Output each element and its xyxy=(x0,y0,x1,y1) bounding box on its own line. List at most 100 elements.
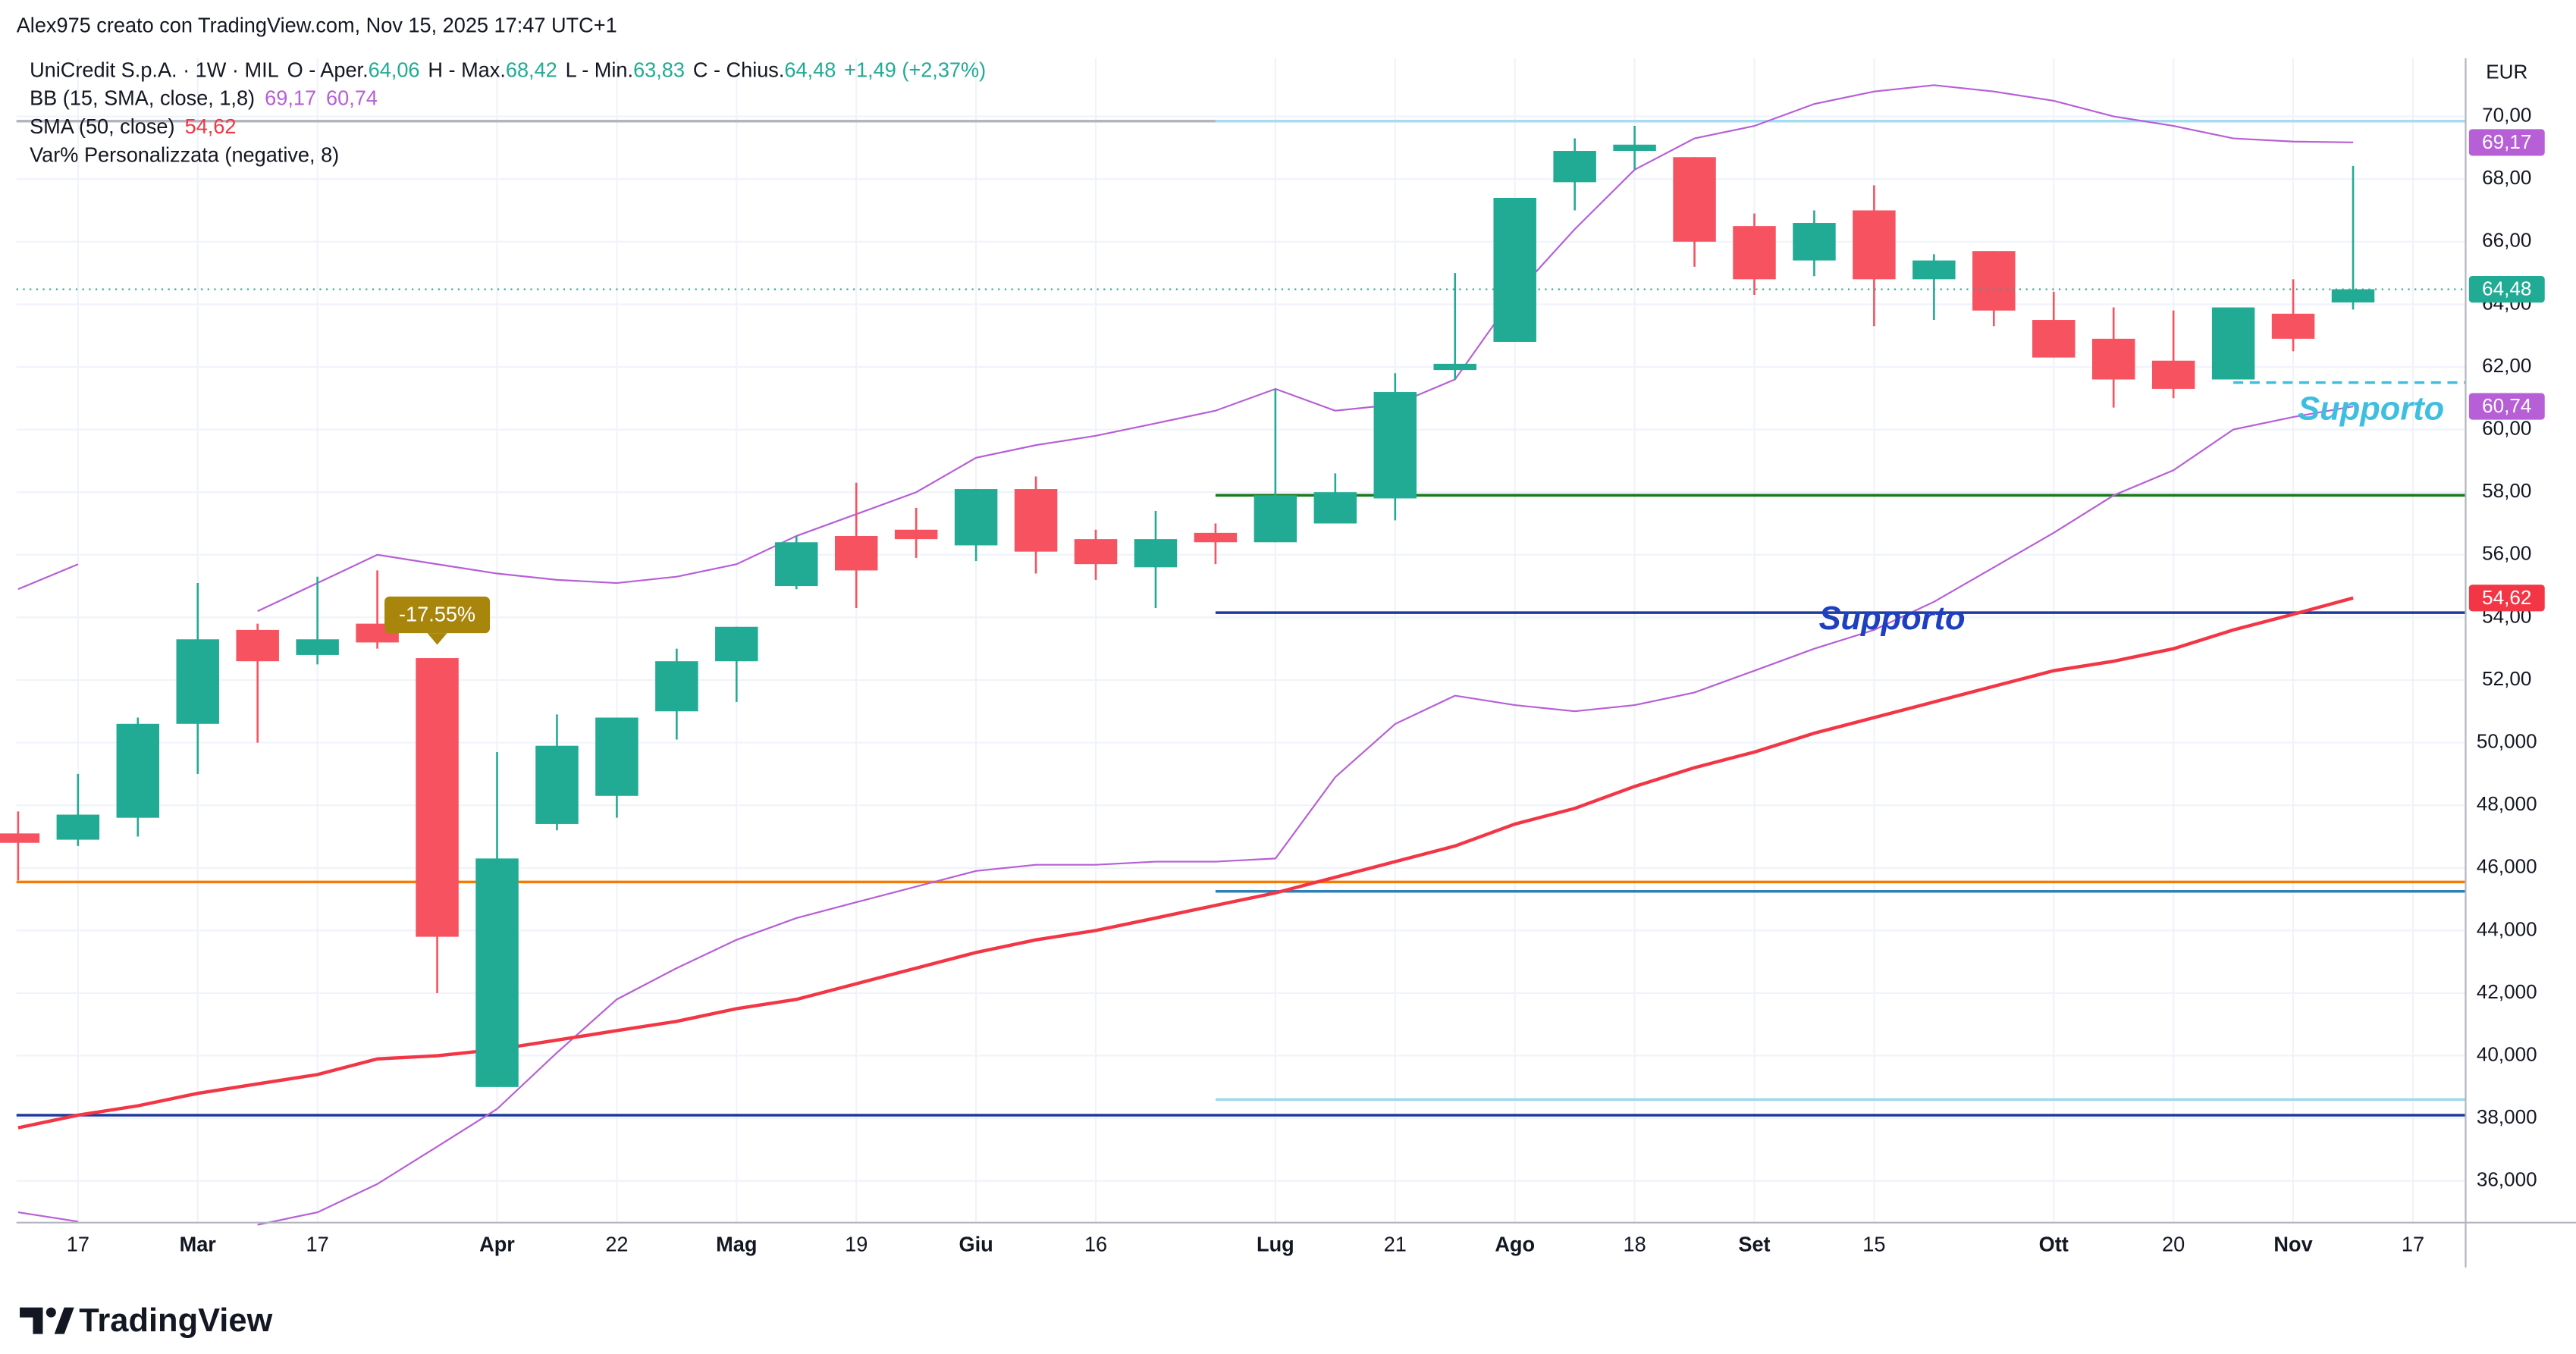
candle-body xyxy=(116,723,160,818)
x-tick-label: 16 xyxy=(1084,1232,1107,1255)
y-tick-label: 70,00 xyxy=(2482,103,2531,126)
y-tick-label: 66,00 xyxy=(2482,229,2531,252)
candle-body xyxy=(775,542,818,587)
candle-body xyxy=(2032,320,2076,358)
price-tag xyxy=(2468,129,2545,156)
candle-body xyxy=(1373,392,1417,499)
candle-body xyxy=(1313,492,1357,524)
logo: TradingView xyxy=(20,1302,273,1339)
annotation: Supporto xyxy=(2298,390,2444,427)
x-tick-label: 17 xyxy=(2402,1232,2424,1255)
y-tick-label: 62,00 xyxy=(2482,354,2531,377)
candle-body xyxy=(1253,495,1297,543)
candle-body xyxy=(0,833,40,843)
legend-row: SMA (50, close) 54,62 xyxy=(30,114,236,138)
candle-body xyxy=(1134,539,1178,568)
price-tag-label: 64,48 xyxy=(2482,277,2531,300)
candle-body xyxy=(1793,223,1836,261)
candle-body xyxy=(1853,210,1896,280)
candle-body xyxy=(595,717,639,796)
x-tick-label: 19 xyxy=(845,1232,868,1255)
x-tick-label: 17 xyxy=(67,1232,89,1255)
legend-item: H - Max. xyxy=(428,58,505,81)
price-tag xyxy=(2468,585,2545,612)
candle-body xyxy=(655,661,698,712)
grid: 36,000 38,000 40,000 42,000 44,000 46,000 48,0… xyxy=(16,58,2537,1256)
candle-body xyxy=(1194,532,1238,543)
legend-item: 60,74 xyxy=(326,86,378,110)
x-tick-label: Nov xyxy=(2273,1232,2313,1255)
change-marker xyxy=(384,596,491,634)
y-tick-label: 36,000 xyxy=(2477,1168,2537,1191)
x-tick-label: 18 xyxy=(1624,1232,1646,1255)
candle-body xyxy=(1553,151,1596,183)
legend-item: UniCredit S.p.A. · 1W · MIL xyxy=(30,58,279,81)
legend-row: BB (15, SMA, close, 1,8) 69,17 60,74 xyxy=(30,86,378,110)
legend-item: SMA (50, close) xyxy=(30,114,174,138)
candle-body xyxy=(176,639,219,724)
y-tick-label: 50,000 xyxy=(2477,729,2537,752)
x-tick-label: Ott xyxy=(2039,1232,2069,1255)
candle-body xyxy=(954,489,998,546)
candle-body xyxy=(2151,360,2195,389)
legend-item: 68,42 xyxy=(506,58,557,81)
indicator-line xyxy=(17,405,2354,1226)
candle-body xyxy=(894,529,938,540)
y-tick-label: 40,000 xyxy=(2477,1042,2537,1065)
candles xyxy=(0,125,2375,1087)
x-tick-label: Apr xyxy=(479,1232,515,1255)
legend-item: BB (15, SMA, close, 1,8) xyxy=(30,86,255,110)
y-tick-label: 58,00 xyxy=(2482,479,2531,502)
change-marker-pointer xyxy=(427,633,447,645)
price-tag-label: 60,74 xyxy=(2482,394,2531,417)
candle-body xyxy=(236,629,279,662)
logo-text: TradingView xyxy=(79,1302,273,1339)
legend: UniCredit S.p.A. · 1W · MIL O - Aper.64,0… xyxy=(30,58,986,166)
y-tick-label: 56,00 xyxy=(2482,542,2531,565)
candle-body xyxy=(834,536,878,571)
x-tick-label: Mar xyxy=(180,1232,217,1255)
logo-dot xyxy=(45,1307,56,1318)
y-tick-label: 46,000 xyxy=(2477,855,2537,878)
legend-row: Var% Personalizzata (negative, 8) xyxy=(30,143,339,166)
candle-body xyxy=(296,639,339,655)
legend-row: UniCredit S.p.A. · 1W · MIL O - Aper.64,0… xyxy=(30,58,986,81)
y-tick-label: 52,00 xyxy=(2482,667,2531,690)
legend-item: L - Min. xyxy=(566,58,633,81)
legend-item: +1,49 (+2,37%) xyxy=(844,58,986,81)
y-tick-label: 42,000 xyxy=(2477,980,2537,1003)
x-tick-label: 21 xyxy=(1384,1232,1407,1255)
candle-body xyxy=(715,626,758,662)
overlays: 64,48 69,17 60,74 54,62 -17.55% Supporto Suppo… xyxy=(16,129,2545,645)
legend-item: 64,06 xyxy=(369,58,420,81)
price-tag xyxy=(2468,393,2545,420)
price-tag xyxy=(2468,276,2545,303)
currency: EUR xyxy=(2486,60,2527,83)
header: Alex975 creato con TradingView.com, Nov … xyxy=(17,13,617,36)
candle-body xyxy=(1493,197,1536,342)
y-tick-label: 38,000 xyxy=(2477,1105,2537,1128)
legend-item: 63,83 xyxy=(633,58,685,81)
legend-item: 64,48 xyxy=(784,58,836,81)
indicator-line xyxy=(17,84,2354,613)
candle-body xyxy=(1972,251,2016,311)
legend-item: Var% Personalizzata (negative, 8) xyxy=(30,143,339,166)
indicator-lines xyxy=(17,84,2354,1226)
annotation: Supporto xyxy=(1819,600,1966,637)
candle-body xyxy=(475,858,519,1087)
x-tick-label: Lug xyxy=(1257,1232,1294,1255)
candle-body xyxy=(56,814,100,840)
x-tick-label: Giu xyxy=(959,1232,993,1255)
candle-body xyxy=(2331,289,2375,302)
candle-body xyxy=(1014,489,1058,552)
legend-item: 69,17 xyxy=(265,86,316,110)
x-tick-label: 22 xyxy=(605,1232,628,1255)
logo-mark xyxy=(54,1307,74,1334)
indicator-line xyxy=(17,596,2354,1130)
candle-body xyxy=(2211,307,2255,380)
change-marker-label: -17.55% xyxy=(399,602,475,625)
candle-body xyxy=(1074,539,1118,565)
